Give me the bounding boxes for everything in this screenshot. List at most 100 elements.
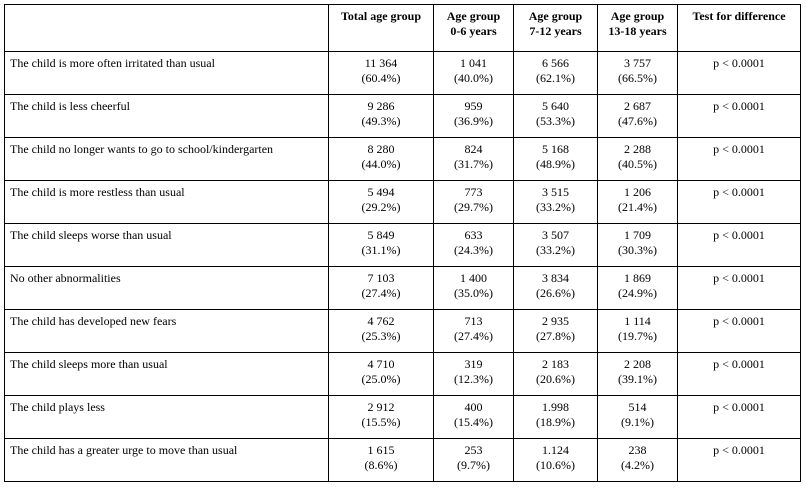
cell-percent: (33.2%) [536, 243, 575, 257]
header-cell-age-0-6: Age group 0-6 years [433, 4, 514, 52]
cell-percent: (24.3%) [454, 243, 493, 257]
cell-percent: (30.3%) [618, 243, 657, 257]
cell-age-7-12: 3 515 (33.2%) [513, 180, 598, 224]
table-row: The child has developed new fears 4 762 (2… [4, 309, 801, 353]
cell-age-0-6: 773 (29.7%) [433, 180, 514, 224]
cell-percent: (12.3%) [454, 372, 493, 386]
cell-total: 2 912 (15.5%) [328, 395, 434, 439]
cell-total: 5 494 (29.2%) [328, 180, 434, 224]
header-cell-age-7-12: Age group 7-12 years [513, 4, 598, 52]
header-line1: Age group [446, 9, 501, 23]
cell-age-7-12: 2 935 (27.8%) [513, 309, 598, 353]
header-cell-total: Total age group [328, 4, 434, 52]
cell-age-0-6: 1 400 (35.0%) [433, 266, 514, 310]
cell-percent: (27.4%) [454, 329, 493, 343]
cell-age-0-6: 824 (31.7%) [433, 137, 514, 181]
cell-age-7-12: 3 834 (26.6%) [513, 266, 598, 310]
cell-percent: (27.4%) [361, 286, 401, 300]
header-line1: Test for difference [692, 9, 786, 23]
cell-count: 5 168 [542, 142, 569, 156]
cell-age-0-6: 400 (15.4%) [433, 395, 514, 439]
cell-percent: (29.2%) [361, 200, 401, 214]
cell-percent: (47.6%) [618, 114, 657, 128]
cell-count: 238 [628, 443, 647, 457]
cell-count: 1 400 [460, 271, 487, 285]
cell-age-0-6: 633 (24.3%) [433, 223, 514, 267]
cell-count: 3 507 [542, 228, 569, 242]
cell-percent: (24.9%) [618, 286, 657, 300]
cell-percent: (4.2%) [621, 458, 654, 472]
cell-age-0-6: 1 041 (40.0%) [433, 51, 514, 95]
cell-count: 1.124 [542, 443, 569, 457]
cell-age-7-12: 1.124 (10.6%) [513, 438, 598, 482]
table-row: The child has a greater urge to move tha… [4, 438, 801, 482]
cell-count: 400 [464, 400, 483, 414]
row-label: The child sleeps more than usual [4, 352, 329, 396]
header-cell-test: Test for difference [677, 4, 801, 52]
cell-total: 5 849 (31.1%) [328, 223, 434, 267]
table-row: The child is less cheerful 9 286 (49.3%) 95… [4, 94, 801, 138]
cell-count: 8 280 [367, 142, 395, 156]
cell-age-7-12: 3 507 (33.2%) [513, 223, 598, 267]
cell-age-7-12: 2 183 (20.6%) [513, 352, 598, 396]
cell-age-7-12: 5 168 (48.9%) [513, 137, 598, 181]
cell-count: 11 364 [364, 56, 398, 70]
cell-percent: (31.7%) [454, 157, 493, 171]
cell-test: p < 0.0001 [677, 352, 801, 396]
cell-percent: (10.6%) [536, 458, 575, 472]
cell-percent: (35.0%) [454, 286, 493, 300]
table-row: The child sleeps worse than usual 5 849 (3… [4, 223, 801, 267]
cell-percent: (40.0%) [454, 71, 493, 85]
cell-percent: (8.6%) [364, 458, 398, 472]
cell-age-13-18: 1 709 (30.3%) [597, 223, 678, 267]
row-label: The child no longer wants to go to schoo… [4, 137, 329, 181]
cell-age-13-18: 2 687 (47.6%) [597, 94, 678, 138]
cell-percent: (20.6%) [536, 372, 575, 386]
cell-percent: (62.1%) [536, 71, 575, 85]
cell-count: 1 869 [624, 271, 651, 285]
cell-count: 1 615 [367, 443, 395, 457]
cell-total: 4 710 (25.0%) [328, 352, 434, 396]
cell-age-0-6: 319 (12.3%) [433, 352, 514, 396]
cell-count: 2 912 [367, 400, 395, 414]
cell-age-13-18: 1 206 (21.4%) [597, 180, 678, 224]
header-cell-label [4, 4, 329, 52]
cell-test: p < 0.0001 [677, 180, 801, 224]
table-body: The child is more often irritated than u… [4, 51, 801, 482]
cell-total: 11 364 (60.4%) [328, 51, 434, 95]
cell-percent: (53.3%) [536, 114, 575, 128]
row-label: The child plays less [4, 395, 329, 439]
cell-count: 3 834 [542, 271, 569, 285]
cell-age-13-18: 3 757 (66.5%) [597, 51, 678, 95]
table-row: No other abnormalities 7 103 (27.4%) 1 400(… [4, 266, 801, 310]
cell-age-7-12: 1.998 (18.9%) [513, 395, 598, 439]
cell-count: 9 286 [367, 99, 395, 113]
cell-count: 4 710 [367, 357, 395, 371]
cell-count: 959 [464, 99, 483, 113]
cell-count: 514 [628, 400, 647, 414]
cell-test: p < 0.0001 [677, 438, 801, 482]
cell-age-7-12: 6 566 (62.1%) [513, 51, 598, 95]
cell-count: 2 687 [624, 99, 651, 113]
cell-count: 1 709 [624, 228, 651, 242]
cell-percent: (33.2%) [536, 200, 575, 214]
cell-percent: (29.7%) [454, 200, 493, 214]
cell-age-13-18: 1 114 (19.7%) [597, 309, 678, 353]
cell-percent: (15.4%) [454, 415, 493, 429]
cell-age-13-18: 2 288 (40.5%) [597, 137, 678, 181]
cell-percent: (21.4%) [618, 200, 657, 214]
header-row: Total age group Age group 0-6 years Age … [4, 4, 801, 52]
cell-age-7-12: 5 640 (53.3%) [513, 94, 598, 138]
cell-count: 2 288 [624, 142, 651, 156]
cell-age-13-18: 1 869 (24.9%) [597, 266, 678, 310]
header-line2: 7-12 years [529, 24, 582, 38]
cell-percent: (19.7%) [618, 329, 657, 343]
cell-age-13-18: 514 (9.1%) [597, 395, 678, 439]
row-label: No other abnormalities [4, 266, 329, 310]
cell-test: p < 0.0001 [677, 223, 801, 267]
header-cell-age-13-18: Age group 13-18 years [597, 4, 678, 52]
cell-percent: (25.0%) [361, 372, 401, 386]
cell-test: p < 0.0001 [677, 266, 801, 310]
cell-count: 2 208 [624, 357, 651, 371]
row-label: The child is more often irritated than u… [4, 51, 329, 95]
